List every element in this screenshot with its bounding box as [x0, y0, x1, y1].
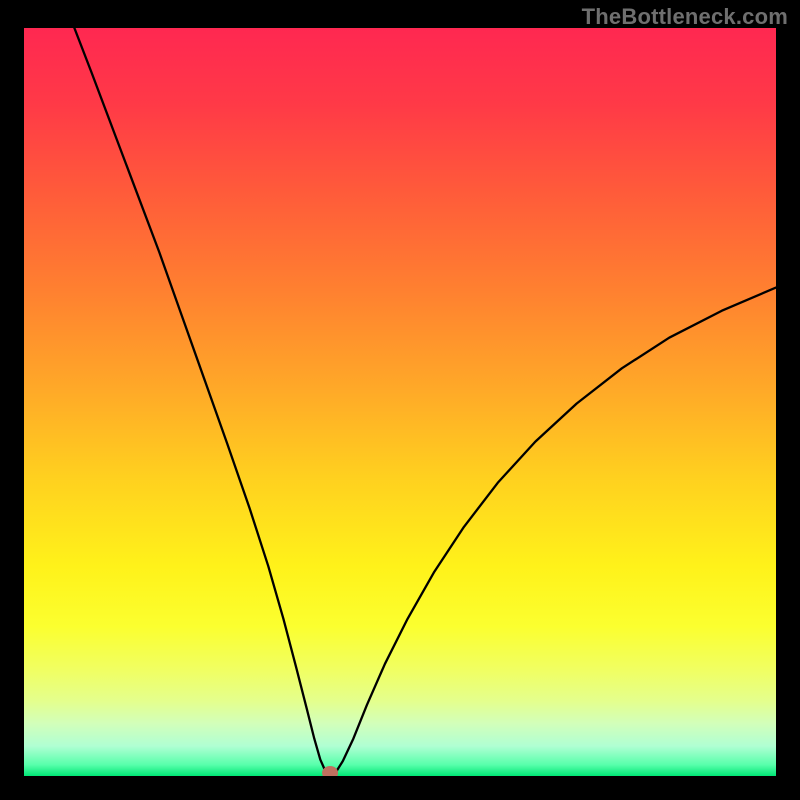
watermark-text: TheBottleneck.com	[582, 4, 788, 30]
plot-area	[24, 28, 776, 776]
chart-root: TheBottleneck.com	[0, 0, 800, 800]
plot-svg	[24, 28, 776, 776]
gradient-background	[24, 28, 776, 776]
